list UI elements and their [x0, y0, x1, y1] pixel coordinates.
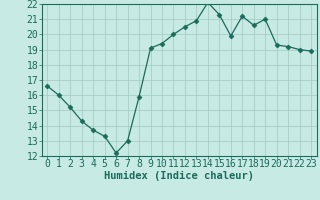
X-axis label: Humidex (Indice chaleur): Humidex (Indice chaleur)	[104, 171, 254, 181]
